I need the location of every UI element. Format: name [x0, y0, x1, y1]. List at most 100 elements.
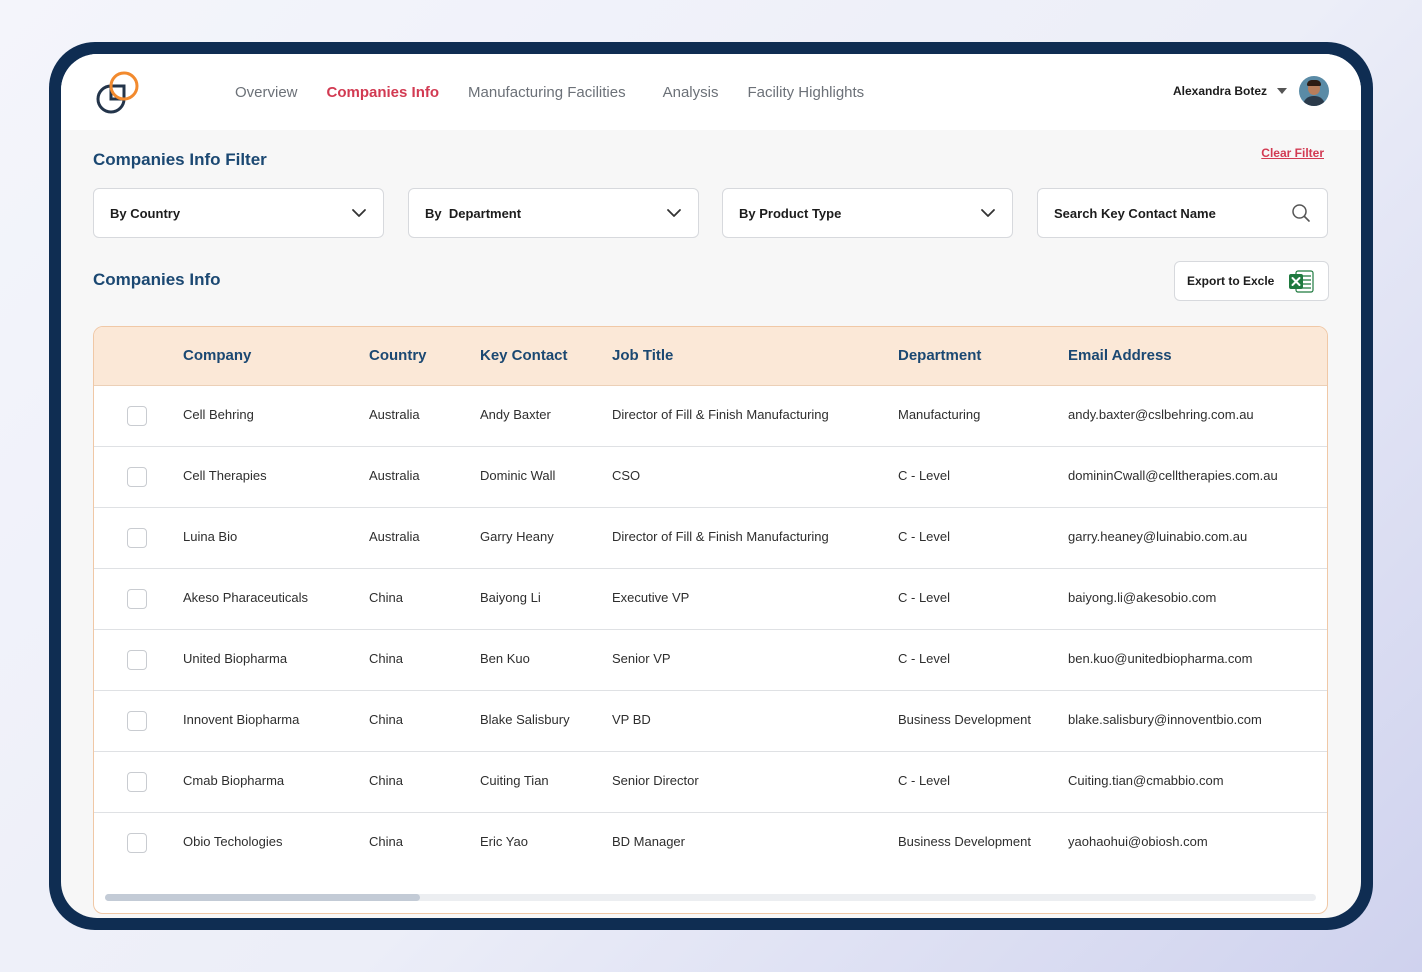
cell-country: China — [369, 712, 403, 727]
cell-key-contact: Andy Baxter — [480, 407, 551, 422]
cell-email[interactable]: baiyong.li@akesobio.com — [1068, 590, 1217, 605]
cell-company: Obio Techologies — [183, 834, 283, 849]
excel-icon — [1289, 270, 1314, 293]
horizontal-scrollbar[interactable] — [105, 894, 1316, 901]
cell-email[interactable]: andy.baxter@cslbehring.com.au — [1068, 407, 1254, 422]
clear-filter-link[interactable]: Clear Filter — [1261, 146, 1324, 160]
cell-department: Business Development — [898, 834, 1031, 849]
cell-job-title: CSO — [612, 468, 641, 483]
nav-analysis[interactable]: Analysis — [662, 83, 719, 101]
cell-department: C - Level — [898, 773, 951, 788]
nav-manufacturing-facilities[interactable]: Manufacturing Facilities — [468, 83, 626, 101]
device-frame: Overview Companies Info Manufacturing Fa… — [49, 42, 1373, 930]
search-placeholder: Search Key Contact Name — [1054, 205, 1216, 221]
key-contact-search-input[interactable]: Search Key Contact Name — [1037, 188, 1328, 238]
country-dropdown[interactable]: By Country — [93, 188, 384, 238]
cell-country: Australia — [369, 468, 420, 483]
cell-job-title: Senior Director — [612, 773, 699, 788]
cell-country: China — [369, 651, 403, 666]
table-row[interactable]: Cell Behring Australia Andy Baxter Director… — [94, 386, 1327, 447]
cell-department: Manufacturing — [898, 407, 981, 422]
scrollbar-thumb[interactable] — [105, 894, 420, 901]
cell-job-title: Director of Fill & Finish Manufacturing — [612, 407, 829, 422]
row-checkbox[interactable] — [127, 650, 147, 670]
brand-logo-icon[interactable] — [93, 68, 141, 116]
cell-country: China — [369, 590, 403, 605]
nav-companies-info[interactable]: Companies Info — [326, 83, 440, 101]
cell-key-contact: Garry Heany — [480, 529, 554, 544]
cell-key-contact: Dominic Wall — [480, 468, 556, 483]
department-dropdown-label: By Department — [425, 205, 522, 221]
product-type-dropdown-label: By Product Type — [739, 205, 842, 221]
cell-department: C - Level — [898, 590, 951, 605]
chevron-down-icon[interactable] — [1277, 88, 1287, 94]
product-type-dropdown[interactable]: By Product Type — [722, 188, 1013, 238]
cell-department: C - Level — [898, 651, 951, 666]
cell-company: Cell Behring — [183, 407, 254, 422]
row-checkbox[interactable] — [127, 589, 147, 609]
cell-job-title: BD Manager — [612, 834, 685, 849]
cell-key-contact: Baiyong Li — [480, 590, 541, 605]
table-row[interactable]: Cmab Biopharma China Cuiting Tian Senior Di… — [94, 752, 1327, 813]
column-header-department[interactable]: Department — [898, 347, 982, 364]
column-header-email[interactable]: Email Address — [1068, 347, 1172, 364]
cell-company: Akeso Pharaceuticals — [183, 590, 309, 605]
cell-email[interactable]: ben.kuo@unitedbiopharma.com — [1068, 651, 1253, 666]
top-navigation: Overview Companies Info Manufacturing Fa… — [61, 54, 1361, 130]
cell-email[interactable]: domininCwall@celltherapies.com.au — [1068, 468, 1278, 483]
cell-country: Australia — [369, 407, 420, 422]
table-row[interactable]: Cell Therapies Australia Dominic Wall CSO C … — [94, 447, 1327, 508]
column-header-key-contact[interactable]: Key Contact — [480, 347, 568, 364]
cell-key-contact: Ben Kuo — [480, 651, 530, 666]
export-to-excel-button[interactable]: Export to Excle — [1174, 261, 1329, 301]
row-checkbox[interactable] — [127, 772, 147, 792]
table-row[interactable]: United Biopharma China Ben Kuo Senior VP C -… — [94, 630, 1327, 691]
cell-department: C - Level — [898, 468, 951, 483]
cell-email[interactable]: yaohaohui@obiosh.com — [1068, 834, 1208, 849]
cell-email[interactable]: blake.salisbury@innoventbio.com — [1068, 712, 1262, 727]
nav-overview[interactable]: Overview — [235, 83, 298, 101]
cell-key-contact: Cuiting Tian — [480, 773, 549, 788]
column-header-country[interactable]: Country — [369, 347, 427, 364]
filter-title: Companies Info Filter — [93, 150, 267, 169]
cell-company: Cell Therapies — [183, 468, 267, 483]
companies-table: Company Country Key Contact Job Title De… — [93, 326, 1328, 914]
table-row[interactable]: Obio Techologies China Eric Yao BD Manager B… — [94, 813, 1327, 874]
cell-job-title: Director of Fill & Finish Manufacturing — [612, 529, 829, 544]
companies-info-title: Companies Info — [93, 270, 221, 289]
export-label: Export to Excle — [1187, 274, 1275, 288]
table-row[interactable]: Luina Bio Australia Garry Heany Director of… — [94, 508, 1327, 569]
row-checkbox[interactable] — [127, 711, 147, 731]
cell-job-title: Senior VP — [612, 651, 671, 666]
chevron-down-icon — [352, 209, 366, 217]
column-header-job-title[interactable]: Job Title — [612, 347, 674, 364]
table-row[interactable]: Innovent Biopharma China Blake Salisbury VP… — [94, 691, 1327, 752]
search-icon[interactable] — [1291, 203, 1311, 223]
table-row[interactable]: Akeso Pharaceuticals China Baiyong Li Execu… — [94, 569, 1327, 630]
row-checkbox[interactable] — [127, 467, 147, 487]
row-checkbox[interactable] — [127, 833, 147, 853]
avatar-hair — [1307, 80, 1321, 86]
column-header-company[interactable]: Company — [183, 347, 252, 364]
cell-department: C - Level — [898, 529, 951, 544]
cell-email[interactable]: garry.heaney@luinabio.com.au — [1068, 529, 1248, 544]
cell-country: China — [369, 834, 403, 849]
user-menu[interactable]: Alexandra Botez — [1173, 76, 1329, 106]
cell-department: Business Development — [898, 712, 1031, 727]
app-screen: Overview Companies Info Manufacturing Fa… — [61, 54, 1361, 918]
row-checkbox[interactable] — [127, 528, 147, 548]
department-dropdown[interactable]: By Department — [408, 188, 699, 238]
cell-company: United Biopharma — [183, 651, 288, 666]
avatar[interactable] — [1299, 76, 1329, 106]
avatar-body — [1303, 96, 1325, 106]
cell-email[interactable]: Cuiting.tian@cmabbio.com — [1068, 773, 1224, 788]
table-header: Company Country Key Contact Job Title De… — [94, 327, 1327, 386]
country-dropdown-label: By Country — [110, 205, 181, 221]
nav-facility-highlights[interactable]: Facility Highlights — [747, 83, 865, 101]
user-name: Alexandra Botez — [1172, 84, 1267, 98]
cell-company: Luina Bio — [183, 529, 238, 544]
row-checkbox[interactable] — [127, 406, 147, 426]
cell-key-contact: Eric Yao — [480, 834, 528, 849]
chevron-down-icon — [667, 209, 681, 217]
nav-links: Overview Companies Info Manufacturing Fa… — [235, 54, 893, 130]
